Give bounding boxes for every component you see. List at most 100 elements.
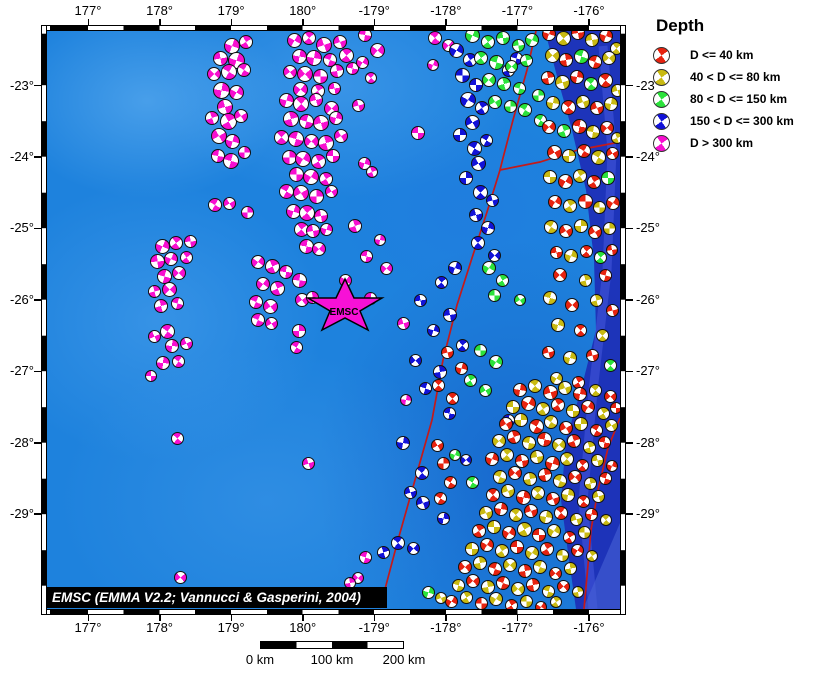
focal-mechanism: [536, 402, 550, 416]
focal-mechanism: [500, 448, 514, 462]
focal-mechanism: [442, 406, 456, 420]
lat-tick-right: [625, 156, 633, 158]
focal-mechanism: [499, 417, 513, 431]
focal-mechanism: [568, 470, 582, 484]
attribution-text: EMSC (EMMA V2.2; Vannucci & Gasperini, 2…: [52, 590, 361, 605]
focal-mechanism: [546, 492, 560, 506]
focal-mechanism: [449, 449, 461, 461]
focal-mechanism: [508, 466, 522, 480]
focal-mechanism: [326, 149, 340, 163]
focal-mechanism: [516, 521, 532, 537]
focal-mechanism: [427, 59, 439, 71]
focal-mechanism: [604, 97, 618, 111]
focal-mechanism: [145, 370, 157, 382]
focal-mechanism: [418, 381, 432, 395]
focal-mechanism: [283, 65, 297, 79]
focal-mechanism: [544, 415, 558, 429]
focal-mechanism: [570, 70, 584, 84]
focal-mechanism: [416, 496, 430, 510]
scale-label-200: 200 km: [382, 652, 426, 667]
focal-mechanism: [581, 400, 595, 414]
lat-tick-left: [34, 299, 42, 301]
focal-mechanism: [205, 111, 219, 125]
legend-item-label: D > 300 km: [690, 136, 754, 150]
lon-label-bottom: -176°: [573, 620, 605, 635]
focal-mechanism: [308, 188, 324, 204]
focal-mechanism: [532, 528, 546, 542]
focal-mechanism: [183, 234, 197, 248]
focal-mechanism: [466, 574, 480, 588]
focal-mechanism: [596, 406, 610, 420]
focal-mechanism: [593, 250, 607, 264]
lat-label-left: -28°: [10, 434, 34, 450]
focal-mechanism: [605, 146, 619, 160]
focal-mechanism: [480, 538, 494, 552]
focal-mechanism: [563, 561, 577, 575]
focal-mechanism: [481, 580, 495, 594]
focal-mechanism: [482, 73, 496, 87]
focal-mechanism: [492, 434, 506, 448]
focal-mechanism: [460, 454, 472, 466]
focal-mechanism: [482, 261, 496, 275]
focal-mechanism: [479, 133, 493, 147]
focal-mechanism: [440, 345, 454, 359]
legend-item: 40 < D <= 80 km: [650, 66, 812, 88]
lon-label-bottom: -177°: [501, 620, 534, 635]
focal-mechanism: [489, 355, 503, 369]
focal-mechanism: [610, 402, 620, 414]
focal-mechanism: [228, 84, 244, 100]
focal-mechanism: [459, 171, 473, 185]
focal-mechanism: [536, 431, 552, 447]
focal-mechanism: [485, 193, 499, 207]
focal-mechanism: [589, 293, 603, 307]
focal-mechanism: [223, 153, 239, 169]
focal-mechanism: [161, 281, 177, 297]
focal-mechanism: [592, 200, 606, 214]
focal-mechanism: [496, 576, 510, 590]
focal-mechanism: [473, 556, 487, 570]
lon-tick-bottom: [445, 614, 447, 621]
lat-tick-right: [625, 513, 633, 515]
focal-mechanism: [478, 383, 492, 397]
focal-mechanism: [551, 318, 565, 332]
focal-mechanism: [610, 83, 620, 97]
legend-beachball-red-icon: [653, 46, 670, 64]
focal-mechanism: [264, 258, 280, 274]
lon-tick-top: [445, 19, 447, 26]
focal-mechanism: [415, 466, 429, 480]
lon-label-top: -177°: [501, 3, 534, 18]
focal-mechanism: [503, 99, 517, 113]
focal-mechanism: [464, 114, 480, 130]
focal-mechanism: [426, 323, 440, 337]
focal-mechanism: [455, 338, 469, 352]
focal-mechanism: [582, 440, 596, 454]
lat-tick-right: [625, 442, 633, 444]
legend-item: 80 < D <= 150 km: [650, 88, 812, 110]
focal-mechanism: [506, 400, 520, 414]
focal-mechanism: [600, 514, 612, 526]
focal-mechanism: [541, 71, 555, 85]
lon-label-bottom: 177°: [74, 620, 102, 635]
focal-mechanism: [604, 418, 618, 432]
focal-mechanism: [548, 195, 562, 209]
focal-mechanism: [251, 255, 265, 269]
legend-beachball-green-icon: [653, 90, 670, 108]
lat-label-left: -25°: [10, 220, 34, 236]
focal-mechanism: [454, 67, 470, 83]
focal-mechanism: [333, 35, 347, 49]
focal-mechanism: [587, 175, 601, 189]
focal-mechanism: [539, 510, 553, 524]
focal-mechanism: [376, 545, 390, 559]
focal-mechanism: [579, 244, 593, 258]
focal-mechanism: [561, 488, 575, 502]
focal-mechanism: [598, 471, 612, 485]
focal-mechanism: [606, 244, 618, 256]
focal-mechanism: [590, 149, 606, 165]
focal-mechanism: [606, 196, 620, 210]
focal-mechanism: [502, 526, 516, 540]
focal-mechanism: [550, 596, 562, 608]
focal-mechanism: [421, 585, 435, 599]
focal-mechanism: [515, 489, 531, 505]
lat-label-left: -24°: [10, 148, 34, 164]
